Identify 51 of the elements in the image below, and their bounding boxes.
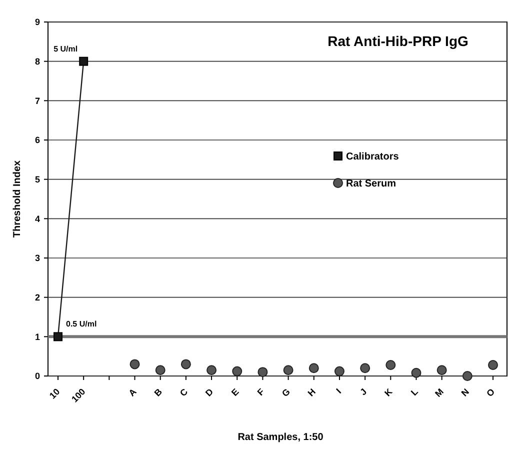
point — [462, 371, 472, 381]
x-tick-label: A — [126, 386, 139, 398]
y-tick-label: 5 — [34, 174, 40, 184]
point — [130, 359, 140, 370]
x-tick-label: M — [433, 386, 446, 399]
point — [180, 359, 191, 370]
x-tick-label: O — [484, 386, 497, 399]
x-tick-label: C — [178, 386, 190, 398]
y-tick-label: 3 — [34, 253, 40, 264]
x-tick-label: J — [358, 386, 369, 398]
x-tick-label: B — [152, 386, 164, 398]
point — [283, 365, 294, 376]
y-tick-label: 1 — [34, 332, 40, 342]
y-axis-title: Threshold Index — [12, 160, 23, 238]
point — [488, 360, 498, 370]
y-tick-label: 9 — [34, 17, 40, 28]
x-tick-label: K — [382, 386, 395, 398]
point — [334, 366, 344, 376]
y-tick-label: 2 — [34, 292, 40, 302]
point — [206, 365, 217, 376]
x-tick-label: I — [334, 386, 344, 396]
text: Rat Anti-Hib-PRP IgG — [328, 33, 468, 49]
y-tick-label: 8 — [34, 56, 40, 66]
x-tick-label: L — [408, 386, 420, 398]
x-tick-label: H — [306, 386, 318, 398]
point — [386, 360, 396, 370]
point — [308, 363, 319, 374]
y-tick-label: 4 — [34, 214, 40, 224]
legend-label: Calibrators — [346, 152, 400, 162]
x-tick-label: D — [204, 386, 216, 398]
y-tick-label: 0 — [34, 371, 40, 382]
x-tick-label: G — [280, 386, 292, 399]
annotation: 0.5 U/ml — [66, 320, 97, 329]
x-tick-label: N — [459, 386, 472, 398]
x-tick-label: 100 — [70, 386, 88, 404]
y-tick-label: 7 — [34, 96, 40, 106]
point — [155, 365, 166, 376]
legend-label: Rat Serum — [346, 178, 396, 190]
point — [54, 332, 62, 342]
point — [79, 56, 88, 66]
point — [258, 367, 268, 378]
annotation: 5 U/ml — [54, 44, 78, 54]
point — [360, 363, 370, 374]
x-tick-label: E — [229, 386, 241, 398]
x-axis-title: Rat Samples, 1:50 — [238, 432, 324, 443]
x-tick-label: F — [255, 386, 267, 398]
y-tick-label: 6 — [34, 135, 40, 146]
x-tick-label: 10 — [47, 386, 62, 401]
point — [232, 366, 242, 376]
point — [436, 365, 447, 376]
point — [411, 368, 422, 378]
